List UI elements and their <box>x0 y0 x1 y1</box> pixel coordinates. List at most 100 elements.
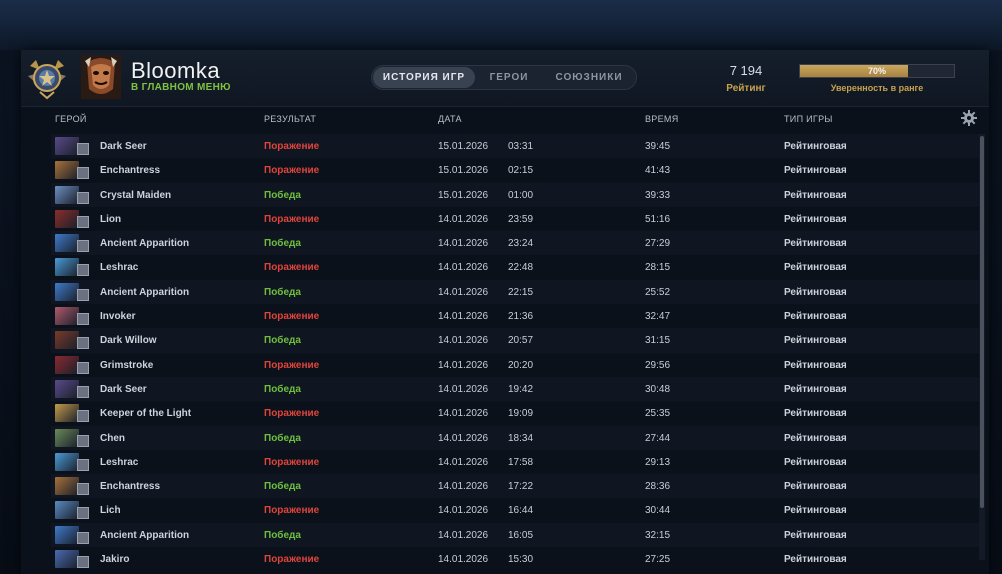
hero-portrait <box>55 137 79 155</box>
match-duration: 27:25 <box>645 554 671 566</box>
item-icon <box>77 215 89 228</box>
table-row[interactable]: Grimstroke Поражение 14.01.2026 20:20 29:56 Р… <box>51 352 983 377</box>
item-icon <box>77 143 89 155</box>
player-name: Bloomka <box>131 58 221 83</box>
table-row[interactable]: Crystal Maiden Победа 15.01.2026 01:00 39:33… <box>51 182 983 207</box>
match-date: 15.01.2026 <box>438 141 489 152</box>
table-row[interactable]: Dark Seer Поражение 15.01.2026 03:31 39:45 Ре… <box>51 134 983 159</box>
hero-portrait <box>55 161 79 180</box>
hero-name: Enchantress <box>100 165 161 177</box>
table-row[interactable]: Leshrac Поражение 14.01.2026 22:48 28:15 Рейт… <box>51 255 983 280</box>
match-history-panel: Bloomka В ГЛАВНОМ МЕНЮ ИСТОРИЯ ИГР ГЕРОИ… <box>21 50 989 574</box>
table-row[interactable]: Jakiro Поражение 14.01.2026 15:30 27:25 Рейти… <box>51 547 983 572</box>
match-date: 15.01.2026 <box>438 165 489 177</box>
rating-label: Рейтинг <box>726 83 766 94</box>
background-top <box>0 0 1002 50</box>
rank-confidence-value: 70% <box>867 66 886 76</box>
hero-portrait <box>55 404 79 423</box>
table-row[interactable]: Dark Seer Победа 14.01.2026 19:42 30:48 Рейти… <box>51 376 983 402</box>
scrollbar[interactable] <box>979 134 985 560</box>
tab-heroes[interactable]: ГЕРОИ <box>489 72 529 83</box>
profile-header: Bloomka В ГЛАВНОМ МЕНЮ ИСТОРИЯ ИГР ГЕРОИ… <box>21 50 989 107</box>
hero-name: Invoker <box>100 311 136 323</box>
match-date: 14.01.2026 <box>438 213 489 225</box>
hero-name: Lion <box>100 213 122 225</box>
match-result: Поражение <box>264 456 320 468</box>
match-date: 14.01.2026 <box>438 529 489 541</box>
gear-icon[interactable] <box>961 110 977 126</box>
match-result: Поражение <box>264 505 320 517</box>
column-hero[interactable]: ГЕРОЙ <box>55 114 87 124</box>
match-duration: 32:15 <box>645 529 671 541</box>
column-game-type[interactable]: ТИП ИГРЫ <box>784 114 833 124</box>
match-start-time: 16:05 <box>508 529 534 541</box>
match-duration: 31:15 <box>645 335 671 347</box>
table-row[interactable]: Invoker Поражение 14.01.2026 21:36 32:47 Рейт… <box>51 304 983 329</box>
item-icon <box>77 361 89 374</box>
hero-portrait <box>55 307 79 326</box>
match-date: 14.01.2026 <box>438 554 489 566</box>
scrollbar-thumb[interactable] <box>980 136 984 508</box>
match-result: Победа <box>264 529 301 541</box>
game-type: Рейтинговая <box>784 311 847 323</box>
table-row[interactable]: Ancient Apparition Победа 14.01.2026 22:15 2… <box>51 279 983 305</box>
match-duration: 28:36 <box>645 481 671 493</box>
table-header: ГЕРОЙ РЕЗУЛЬТАТ ДАТА ВРЕМЯ ТИП ИГРЫ <box>21 107 989 133</box>
player-status: В ГЛАВНОМ МЕНЮ <box>131 82 231 93</box>
column-duration[interactable]: ВРЕМЯ <box>645 114 679 124</box>
table-row[interactable]: Chen Победа 14.01.2026 18:34 27:44 Рейтингова… <box>51 425 983 450</box>
table-row[interactable]: Ancient Apparition Победа 14.01.2026 23:24 2… <box>51 231 983 256</box>
table-row[interactable]: Enchantress Победа 14.01.2026 17:22 28:36 Рей… <box>51 474 983 499</box>
tab-allies[interactable]: СОЮЗНИКИ <box>555 72 623 83</box>
hero-name: Enchantress <box>100 481 161 493</box>
table-row[interactable]: Keeper of the Light Поражение 14.01.2026 19… <box>51 401 983 426</box>
match-date: 14.01.2026 <box>438 359 489 371</box>
table-row[interactable]: Enchantress Поражение 15.01.2026 02:15 41:43… <box>51 158 983 183</box>
item-icon <box>77 434 89 447</box>
hero-portrait <box>55 501 79 520</box>
table-row[interactable]: Leshrac Поражение 14.01.2026 17:58 29:13 Рейт… <box>51 449 983 475</box>
rank-confidence-label: Уверенность в ранге <box>830 83 924 93</box>
table-row[interactable]: Lich Поражение 14.01.2026 16:44 30:44 Рейтинг… <box>51 498 983 523</box>
match-result: Победа <box>264 335 301 347</box>
match-result: Победа <box>264 286 301 298</box>
game-type: Рейтинговая <box>784 359 847 371</box>
avatar[interactable] <box>81 55 121 99</box>
game-type: Рейтинговая <box>784 432 847 444</box>
rank-confidence-bar: 70% <box>799 64 955 78</box>
item-icon <box>77 337 89 350</box>
column-date[interactable]: ДАТА <box>438 114 462 124</box>
game-type: Рейтинговая <box>784 505 847 517</box>
hero-name: Grimstroke <box>100 359 154 371</box>
match-start-time: 22:15 <box>508 286 534 298</box>
match-list: Dark Seer Поражение 15.01.2026 03:31 39:45 Ре… <box>51 134 983 574</box>
column-result[interactable]: РЕЗУЛЬТАТ <box>264 114 317 124</box>
match-result: Победа <box>264 189 301 201</box>
hero-portrait <box>55 452 79 471</box>
game-type: Рейтинговая <box>784 456 847 468</box>
game-type: Рейтинговая <box>784 213 847 225</box>
hero-portrait <box>55 282 79 301</box>
item-icon <box>77 458 89 471</box>
match-duration: 29:13 <box>645 456 671 468</box>
item-icon <box>77 313 89 326</box>
table-row[interactable]: Lion Поражение 14.01.2026 23:59 51:16 Рейтинг… <box>51 206 983 232</box>
hero-portrait <box>55 258 79 277</box>
match-duration: 41:43 <box>645 165 671 177</box>
game-type: Рейтинговая <box>784 262 847 274</box>
table-row[interactable]: Dark Willow Победа 14.01.2026 20:57 31:15 Рей… <box>51 328 983 353</box>
match-result: Поражение <box>264 141 320 152</box>
table-row[interactable]: Ancient Apparition Победа 14.01.2026 16:05 3… <box>51 522 983 548</box>
match-start-time: 02:15 <box>508 165 534 177</box>
match-duration: 30:48 <box>645 383 671 395</box>
game-type: Рейтинговая <box>784 335 847 347</box>
tab-match-history[interactable]: ИСТОРИЯ ИГР <box>373 67 475 88</box>
hero-portrait <box>55 209 79 228</box>
hero-name: Jakiro <box>100 554 130 566</box>
match-start-time: 23:24 <box>508 238 534 250</box>
match-date: 14.01.2026 <box>438 383 489 395</box>
match-result: Победа <box>264 481 301 493</box>
match-duration: 27:44 <box>645 432 671 444</box>
match-start-time: 01:00 <box>508 189 534 201</box>
item-icon <box>77 556 89 569</box>
